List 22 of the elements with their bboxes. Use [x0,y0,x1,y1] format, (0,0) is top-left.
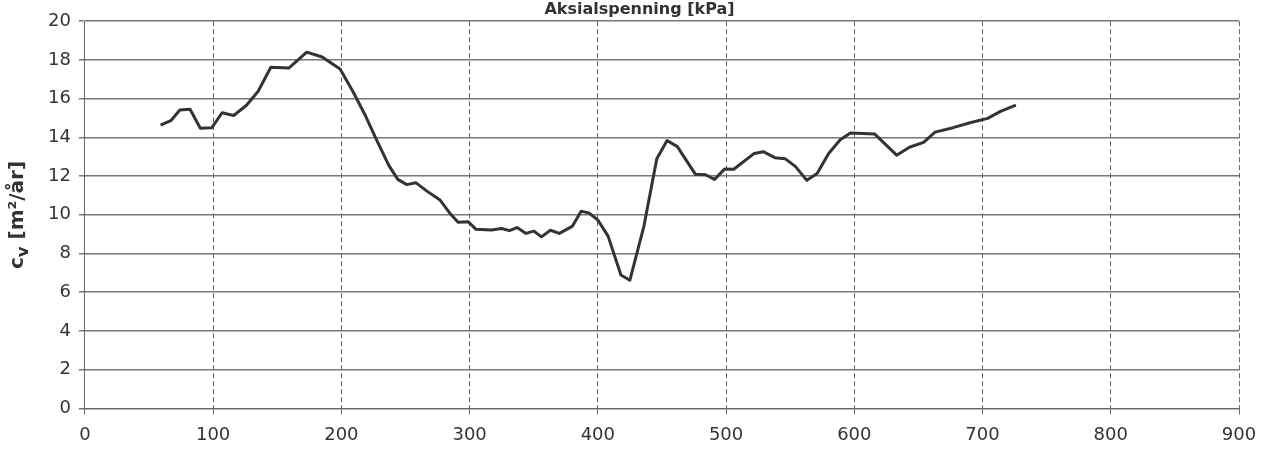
x-tick-label: 500 [708,422,744,444]
y-tick-label: 0 [59,396,71,418]
y-tick-label: 2 [59,357,71,379]
y-tick-label: 20 [48,8,71,30]
x-tick-label: 200 [324,422,359,444]
x-tick-label: 100 [195,422,231,444]
y-tick-label: 14 [48,125,71,147]
y-tick-label: 16 [48,86,71,108]
y-tick-label: 18 [48,47,71,69]
x-tick-label: 300 [452,422,487,444]
x-tick-label: 600 [837,422,872,444]
y-tick-label: 8 [59,241,71,263]
x-tick-label: 800 [1093,422,1128,444]
x-tick-label: 900 [1221,422,1257,444]
x-tick-label: 400 [580,422,616,444]
y-tick-label: 12 [48,163,71,185]
chart-title: Aksialspenning [kPa] [544,0,735,18]
y-tick-label: 6 [59,279,71,301]
x-tick-label: 700 [965,422,1000,444]
x-tick-label: 0 [79,422,91,444]
y-tick-label: 10 [48,202,71,224]
y-tick-label: 4 [59,318,71,340]
